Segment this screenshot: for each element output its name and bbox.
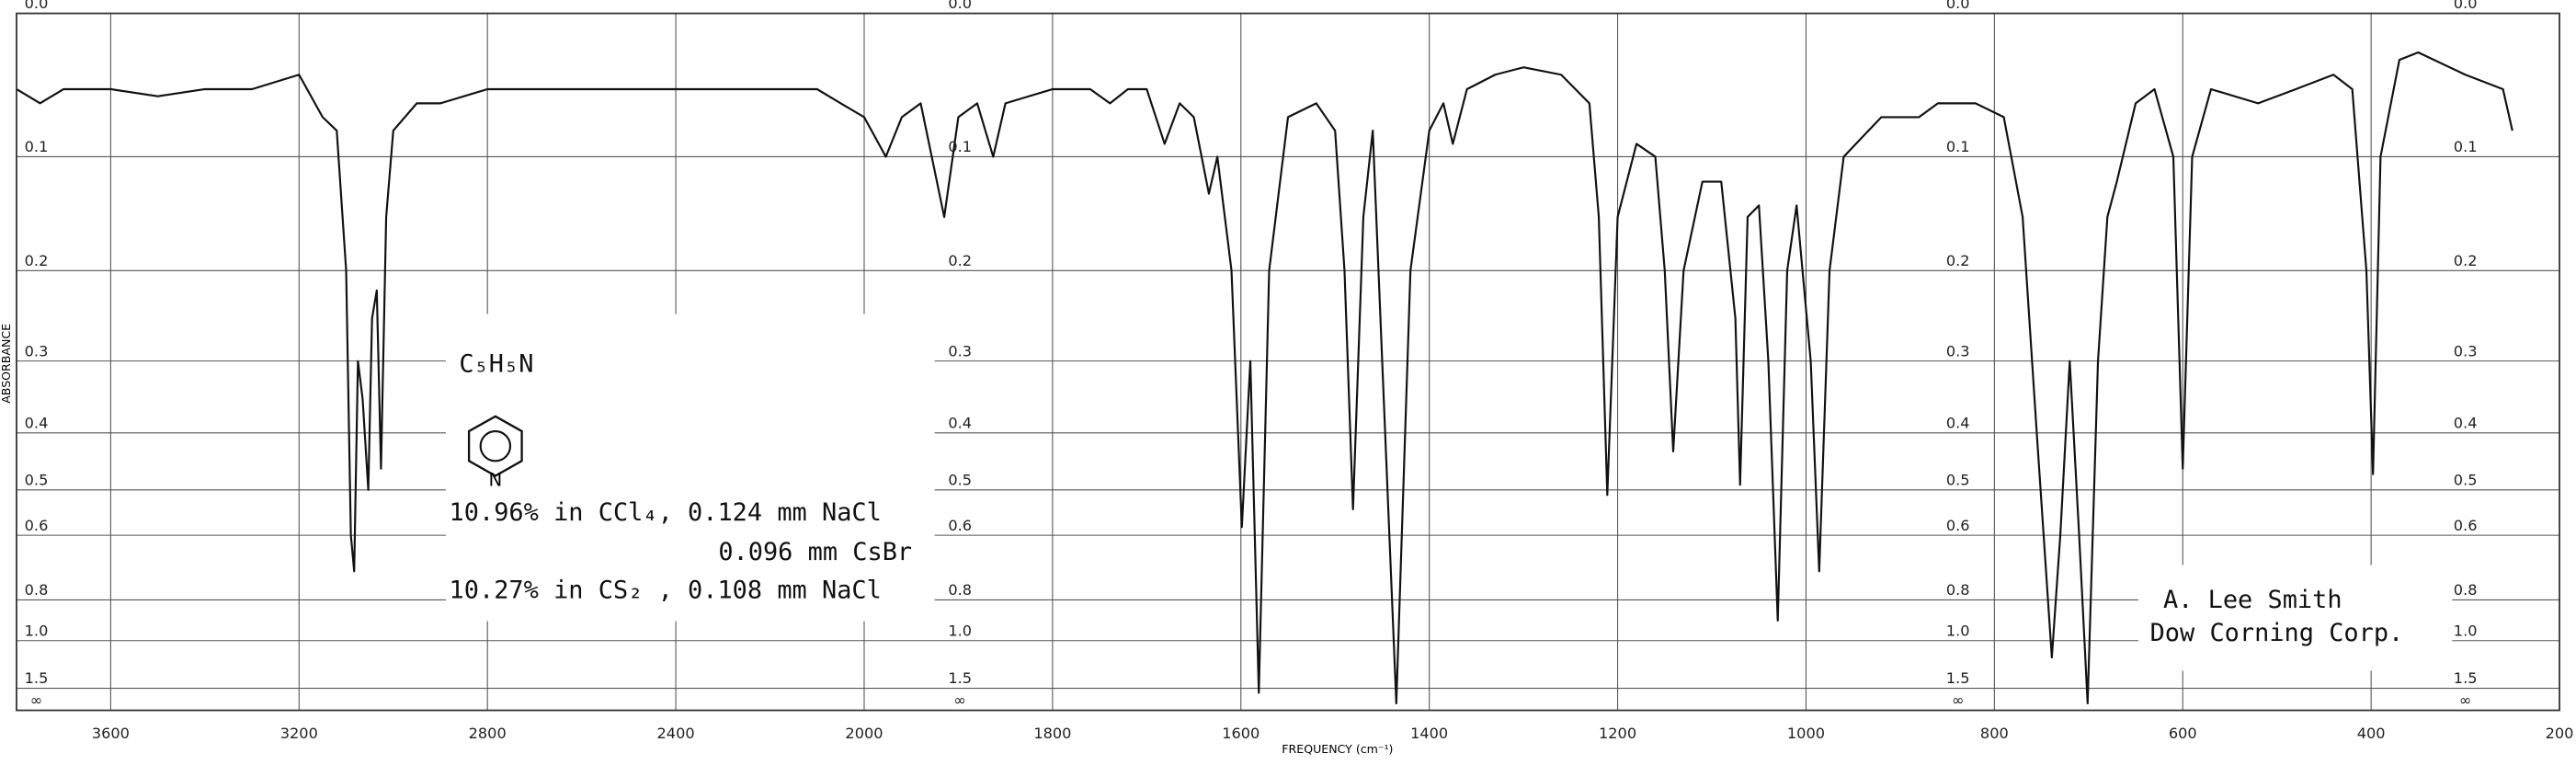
- y-tick-label: 0.8: [948, 581, 972, 599]
- y-tick-label: 0.3: [2454, 342, 2478, 360]
- sample-line: 10.96% in CCl₄, 0.124 mm NaCl: [450, 498, 882, 527]
- x-tick-label: 1200: [1599, 725, 1636, 742]
- y-tick-label: 0.2: [25, 252, 49, 269]
- x-tick-label: 800: [1980, 725, 2009, 742]
- y-tick-label: 0.1: [25, 138, 49, 155]
- x-tick-label: 2400: [657, 725, 695, 742]
- y-tick-label: 0.8: [25, 581, 49, 599]
- y-tick-label: ∞: [2459, 691, 2471, 709]
- y-tick-label: 0.0: [25, 0, 49, 12]
- x-tick-label: 1000: [1787, 725, 1825, 742]
- y-tick-label: 0.6: [2454, 517, 2478, 534]
- x-tick-label: 600: [2169, 725, 2197, 742]
- y-tick-label: ∞: [953, 691, 965, 709]
- grid: 0.0 0.0 0.0 0.0 0.1 0.1 0.1 0.1 0.2 0.2 0.2 0.2 0.3 0…: [16, 0, 2574, 742]
- ring-atom: N: [488, 469, 502, 490]
- formula: C₅H₅N: [459, 349, 533, 378]
- x-tick-label: 2800: [469, 725, 507, 742]
- y-tick-label: 0.6: [948, 517, 972, 534]
- y-tick-label: 0.8: [1946, 581, 1970, 599]
- sample-line: 10.27% in CS₂ , 0.108 mm NaCl: [450, 576, 882, 604]
- y-tick-label: 0.8: [2454, 581, 2478, 599]
- y-tick-label: 0.3: [948, 342, 972, 360]
- y-tick-label: 1.5: [1946, 669, 1970, 687]
- ring-aromatic: [479, 429, 512, 462]
- y-tick-label: 0.6: [25, 517, 49, 534]
- x-tick-label: 400: [2357, 725, 2386, 742]
- y-tick-label: 0.5: [948, 471, 972, 488]
- y-tick-label: 1.0: [948, 622, 972, 639]
- y-tick-label: 1.0: [1946, 622, 1970, 639]
- x-tick-label: 1600: [1222, 725, 1260, 742]
- y-tick-label: 1.0: [25, 622, 49, 639]
- y-tick-label: 0.5: [2454, 471, 2478, 488]
- x-axis-label: FREQUENCY (cm⁻¹): [1282, 742, 1393, 756]
- y-tick-label: 0.3: [1946, 342, 1970, 360]
- y-tick-label: 1.5: [948, 669, 972, 687]
- x-tick-label: 2000: [845, 725, 883, 742]
- y-tick-label: 0.6: [1946, 517, 1970, 534]
- plot: [16, 51, 2513, 705]
- y-tick-label: 0.5: [25, 471, 49, 488]
- pyridine-ring: [467, 415, 523, 477]
- y-tick-label: 1.0: [2454, 622, 2478, 639]
- y-tick-label: 1.5: [25, 669, 49, 687]
- y-tick-label: 0.3: [25, 342, 49, 360]
- y-tick-label: 0.4: [2454, 414, 2478, 431]
- x-tick-label: 1400: [1410, 725, 1448, 742]
- y-tick-label: 0.2: [2454, 252, 2478, 269]
- y-tick-label: 0.1: [1946, 138, 1970, 155]
- affiliation: Dow Corning Corp.: [2150, 619, 2404, 647]
- y-axis-label: ABSORBANCE: [0, 324, 13, 404]
- plot-frame: [16, 12, 2560, 712]
- y-tick-label: 0.0: [1946, 0, 1970, 12]
- y-tick-label: 0.5: [1946, 471, 1970, 488]
- y-tick-label: 0.4: [948, 414, 972, 431]
- author: A. Lee Smith: [2163, 586, 2342, 614]
- spectrum-line: [16, 51, 2513, 705]
- x-tick-label: 3200: [280, 725, 318, 742]
- y-tick-label: 0.0: [2454, 0, 2478, 12]
- y-tick-label: 0.2: [948, 252, 972, 269]
- sample-line: 0.096 mm CsBr: [718, 538, 912, 566]
- y-tick-label: ∞: [1952, 691, 1964, 709]
- info-box: [445, 314, 935, 622]
- x-tick-label: 200: [2546, 725, 2574, 742]
- credit: A. Lee Smith Dow Corning Corp.: [2138, 565, 2453, 671]
- y-tick-label: 0.1: [948, 138, 972, 155]
- x-tick-label: 3600: [92, 725, 130, 742]
- y-tick-label: 1.5: [2454, 669, 2478, 687]
- y-tick-label: ∞: [30, 691, 42, 709]
- y-tick-label: 0.1: [2454, 138, 2478, 155]
- x-tick-label: 1800: [1033, 725, 1071, 742]
- credit-box: [2138, 565, 2453, 671]
- y-tick-label: 0.4: [25, 414, 49, 431]
- y-tick-label: 0.2: [1946, 252, 1970, 269]
- y-tick-label: 0.4: [1946, 414, 1970, 431]
- y-tick-label: 0.0: [948, 0, 972, 12]
- sample-info: C₅H₅N N 10.96% in CCl₄, 0.124 mm NaCl 0.…: [445, 314, 935, 622]
